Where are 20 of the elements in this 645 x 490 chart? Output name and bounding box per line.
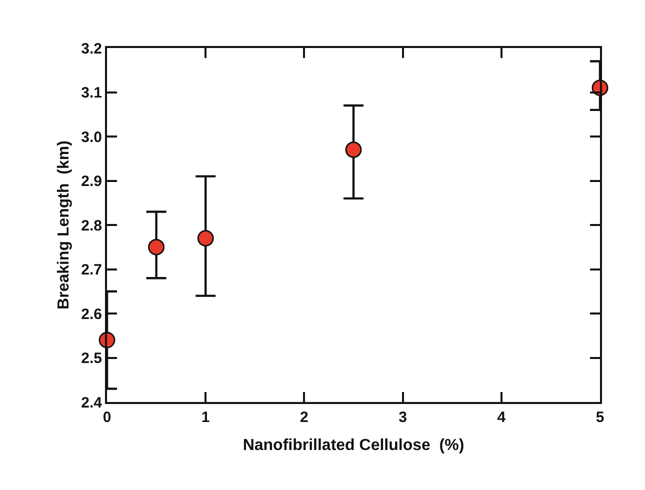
y-tick-label: 2.9 [81,173,102,190]
x-tick-label: 4 [497,409,506,426]
y-tick-label: 2.6 [81,306,102,323]
y-tick-label: 3.1 [81,84,102,102]
x-tick-label: 5 [596,409,604,426]
y-axis-title: Breaking Length (km) [56,140,73,310]
x-axis-title: Nanofibrillated Cellulose (%) [242,437,464,454]
y-tick-label: 2.7 [81,262,102,278]
x-tick-label: 3 [398,409,407,426]
x-tick-label: 0 [102,409,112,426]
y-tick-label: 2.8 [81,217,102,234]
x-tick-label: 2 [300,409,308,426]
y-tick-label: 2.5 [81,350,102,367]
y-tick-label: 3.0 [81,128,102,146]
y-tick-label: 2.4 [81,394,103,412]
y-tick-label: 3.2 [81,40,102,58]
x-tick-label: 1 [201,409,210,426]
point [197,230,214,247]
point [345,142,362,158]
point [148,238,165,256]
